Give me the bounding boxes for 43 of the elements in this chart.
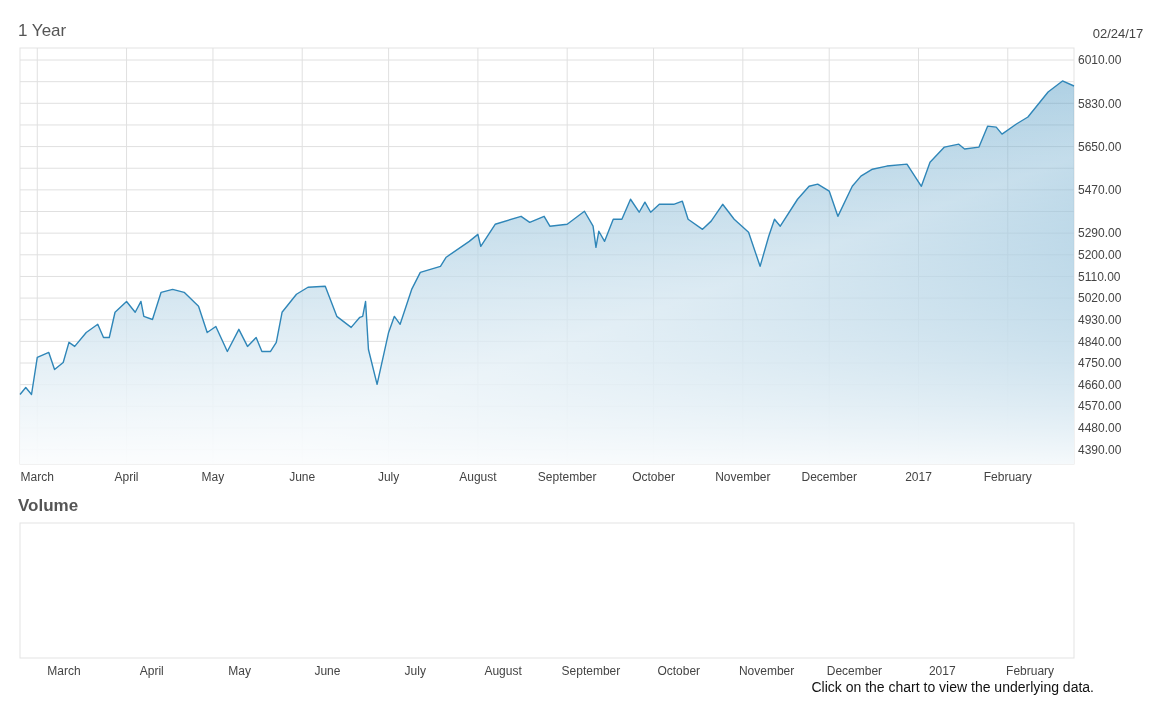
y-tick-label: 4930.00 — [1078, 312, 1122, 327]
y-tick-label: 4480.00 — [1078, 421, 1122, 436]
category-label: November — [738, 664, 795, 678]
category-label: May — [228, 664, 251, 678]
category-label: 2017 — [928, 664, 956, 678]
x-tick-label: May — [201, 470, 225, 484]
category-label: April — [139, 664, 164, 678]
y-tick-label: 5290.00 — [1078, 226, 1122, 241]
y-tick-label: 5110.00 — [1078, 269, 1121, 284]
x-tick-label: September — [537, 470, 597, 484]
category-label: October — [657, 664, 701, 678]
category-label: December — [826, 664, 883, 678]
text: Click on the chart to view the underlying data. — [811, 679, 1094, 695]
x-tick-label: June — [289, 470, 316, 484]
category-label: March — [47, 664, 81, 678]
category-label: September — [561, 664, 621, 678]
text: Volume — [18, 496, 79, 515]
category-label: June — [314, 664, 341, 678]
y-tick-label: 6010.00 — [1078, 53, 1122, 68]
x-tick-label: 2017 — [905, 470, 933, 484]
y-tick-label: 5830.00 — [1078, 96, 1122, 111]
y-tick-label: 4750.00 — [1078, 356, 1122, 371]
y-tick-label: 4840.00 — [1078, 334, 1122, 349]
y-tick-label: 4570.00 — [1078, 399, 1122, 414]
x-tick-label: October — [632, 470, 675, 484]
y-tick-label: 5200.00 — [1078, 248, 1122, 262]
y-tick-label: 4660.00 — [1078, 377, 1122, 392]
x-tick-label: August — [459, 470, 498, 484]
x-tick-label: November — [715, 470, 771, 484]
text: 02/24/17 — [1092, 26, 1144, 41]
category-label: July — [404, 664, 426, 678]
x-tick-label: February — [983, 470, 1032, 484]
x-tick-label: April — [114, 470, 139, 484]
x-tick-label: July — [377, 470, 400, 484]
y-tick-label: 5020.00 — [1078, 291, 1122, 306]
y-tick-label: 4390.00 — [1078, 442, 1122, 457]
category-label: August — [484, 664, 523, 678]
y-tick-label: 5650.00 — [1078, 139, 1122, 154]
y-tick-label: 5470.00 — [1078, 183, 1122, 198]
x-tick-label: March — [20, 470, 54, 484]
chart-title: 1 Year — [18, 21, 67, 40]
category-label: February — [1006, 664, 1055, 678]
x-tick-label: December — [801, 470, 857, 484]
